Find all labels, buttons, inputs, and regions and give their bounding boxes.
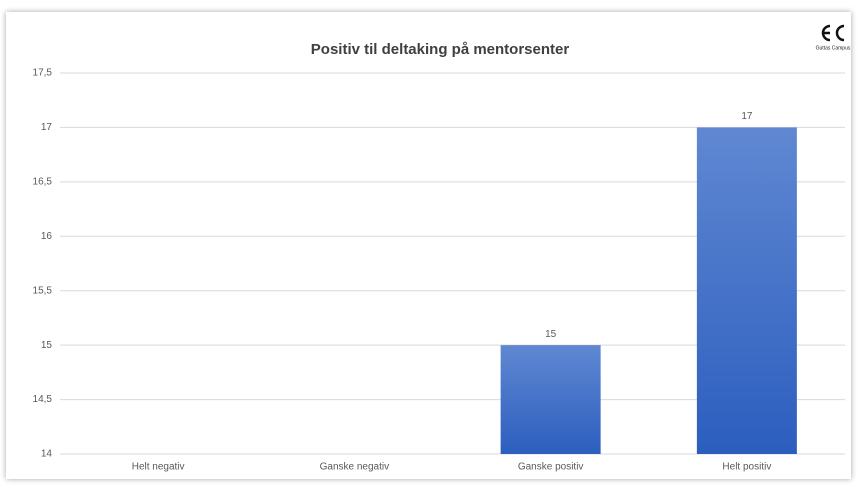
- chart-title: Positiv til deltaking på mentorsenter: [311, 41, 570, 58]
- y-tick-label: 16,5: [33, 176, 53, 187]
- logo-mark: [821, 24, 845, 42]
- y-tick-label: 14,5: [33, 394, 53, 405]
- y-tick-label: 15,5: [33, 285, 53, 296]
- x-tick-label: Ganske negativ: [320, 462, 390, 473]
- y-tick-label: 16: [41, 231, 53, 242]
- y-tick-label: 15: [41, 340, 53, 351]
- bar: [500, 345, 601, 454]
- data-label: 15: [545, 329, 557, 340]
- x-tick-label: Helt positiv: [722, 462, 771, 473]
- y-tick-label: 17: [41, 122, 53, 133]
- logo: [821, 24, 845, 42]
- y-tick-label: 17,5: [33, 68, 53, 79]
- x-tick-label: Ganske positiv: [518, 462, 584, 473]
- logo-text: Guttas Campus: [816, 45, 851, 51]
- data-label: 17: [741, 111, 753, 122]
- y-tick-label: 14: [41, 449, 53, 460]
- bar: [696, 127, 797, 454]
- x-tick-label: Helt negativ: [132, 462, 185, 473]
